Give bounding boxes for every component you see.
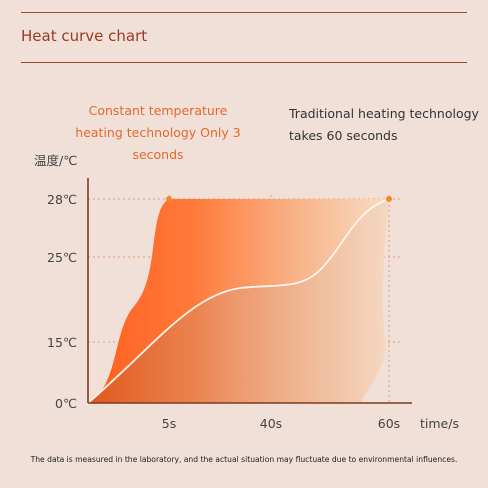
traditional-heating-caption: Traditional heating technology takes 60 … (289, 106, 479, 143)
y-axis-label: 温度/℃ (34, 153, 77, 168)
y-tick-label-28: 28℃ (47, 192, 77, 207)
title-divider (21, 62, 467, 63)
marker-5s-28c (166, 196, 172, 202)
x-tick-label-60s: 60s (378, 416, 400, 431)
traditional-heating-curve (87, 198, 390, 404)
marker-60s-28c (386, 196, 392, 202)
x-tick-label-5s: 5s (162, 416, 176, 431)
page-title: Heat curve chart (21, 27, 148, 45)
constant-heating-caption: Constant temperature heating technology … (75, 103, 241, 162)
y-tick-label-15: 15℃ (47, 335, 77, 350)
x-tick-label-40s: 40s (260, 416, 282, 431)
x-axis-label: time/s (420, 416, 459, 431)
traditional-heating-area (88, 199, 389, 403)
y-tick-label-0: 0℃ (55, 396, 77, 411)
footnote: The data is measured in the laboratory, … (30, 455, 458, 464)
top-divider (21, 12, 467, 13)
y-tick-label-25: 25℃ (47, 250, 77, 265)
